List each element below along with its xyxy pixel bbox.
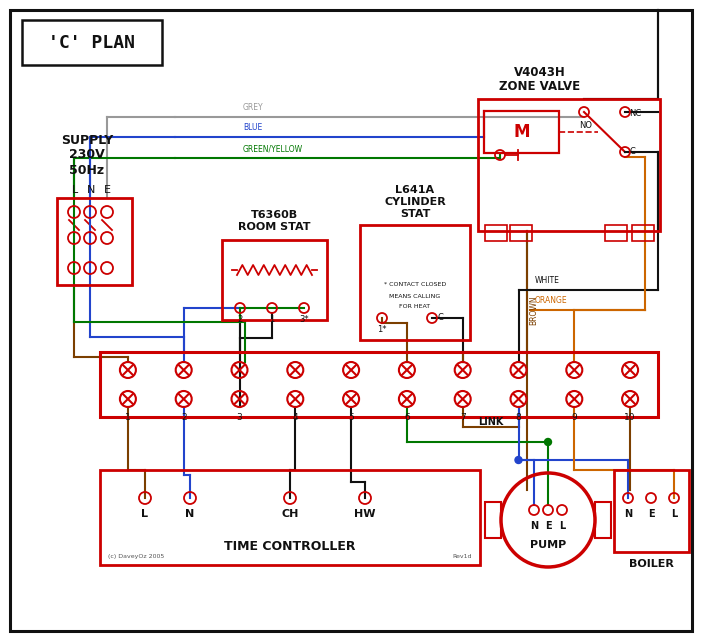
Text: E: E (648, 509, 654, 519)
Bar (100, 470, 480, 565)
Text: 1: 1 (125, 413, 131, 422)
Text: E: E (545, 521, 551, 531)
Bar (614, 470, 689, 552)
Bar (222, 240, 327, 320)
Text: Rev1d: Rev1d (453, 554, 472, 559)
Text: LINK: LINK (478, 417, 503, 427)
Text: E: E (103, 185, 110, 195)
Text: V4043H: V4043H (514, 67, 566, 79)
Text: 7: 7 (460, 413, 465, 422)
Text: C: C (630, 147, 636, 156)
Text: CYLINDER: CYLINDER (384, 197, 446, 207)
Text: 6: 6 (404, 413, 410, 422)
Bar (360, 225, 470, 340)
Text: NC: NC (629, 110, 641, 119)
Text: BROWN: BROWN (529, 296, 538, 325)
Bar (595, 502, 611, 538)
Bar (22, 20, 162, 65)
Text: HW: HW (355, 509, 376, 519)
Text: N: N (624, 509, 632, 519)
Bar (484, 111, 559, 153)
Text: 3*: 3* (299, 315, 309, 324)
Bar (100, 352, 658, 417)
Text: N: N (530, 521, 538, 531)
Text: 1*: 1* (377, 326, 387, 335)
Bar (485, 502, 501, 538)
Text: 9: 9 (571, 413, 577, 422)
Bar (485, 225, 507, 241)
Text: N: N (185, 509, 194, 519)
Text: GREY: GREY (243, 103, 264, 112)
Text: TIME CONTROLLER: TIME CONTROLLER (224, 540, 356, 553)
Text: L641A: L641A (395, 185, 435, 195)
Text: L: L (559, 521, 565, 531)
Text: ORANGE: ORANGE (535, 296, 568, 305)
Text: 50Hz: 50Hz (69, 163, 105, 176)
Text: L: L (671, 509, 677, 519)
Text: 3: 3 (237, 413, 242, 422)
Text: NO: NO (579, 122, 592, 131)
Text: PUMP: PUMP (530, 540, 566, 550)
Bar (632, 225, 654, 241)
Text: M: M (514, 123, 530, 141)
Text: N: N (87, 185, 95, 195)
Text: STAT: STAT (400, 209, 430, 219)
Text: L: L (72, 185, 78, 195)
Bar (510, 225, 532, 241)
Text: 230V: 230V (69, 149, 105, 162)
Bar (605, 225, 627, 241)
Text: WHITE: WHITE (535, 276, 560, 285)
Text: BOILER: BOILER (629, 559, 674, 569)
Text: 2: 2 (237, 315, 243, 324)
Text: * CONTACT CLOSED: * CONTACT CLOSED (384, 283, 446, 288)
Text: (c) DaveyOz 2005: (c) DaveyOz 2005 (108, 554, 164, 559)
Text: 'C' PLAN: 'C' PLAN (48, 34, 135, 52)
Text: 8: 8 (516, 413, 522, 422)
Text: ZONE VALVE: ZONE VALVE (499, 79, 581, 92)
Text: GREEN/YELLOW: GREEN/YELLOW (243, 144, 303, 153)
Text: T6360B: T6360B (251, 210, 298, 220)
Text: 2: 2 (181, 413, 187, 422)
Circle shape (515, 456, 522, 463)
Text: SUPPLY: SUPPLY (61, 133, 113, 147)
Text: 4: 4 (293, 413, 298, 422)
Text: CH: CH (282, 509, 298, 519)
Text: FOR HEAT: FOR HEAT (399, 304, 430, 310)
Text: 5: 5 (348, 413, 354, 422)
Text: ROOM STAT: ROOM STAT (238, 222, 311, 232)
Text: 10: 10 (624, 413, 636, 422)
Text: 1: 1 (270, 315, 274, 324)
Bar (478, 99, 660, 231)
Text: C: C (438, 313, 444, 322)
Circle shape (545, 438, 552, 445)
Text: MEANS CALLING: MEANS CALLING (390, 294, 441, 299)
Text: BLUE: BLUE (243, 123, 263, 132)
Bar (57, 198, 132, 285)
Text: L: L (142, 509, 149, 519)
